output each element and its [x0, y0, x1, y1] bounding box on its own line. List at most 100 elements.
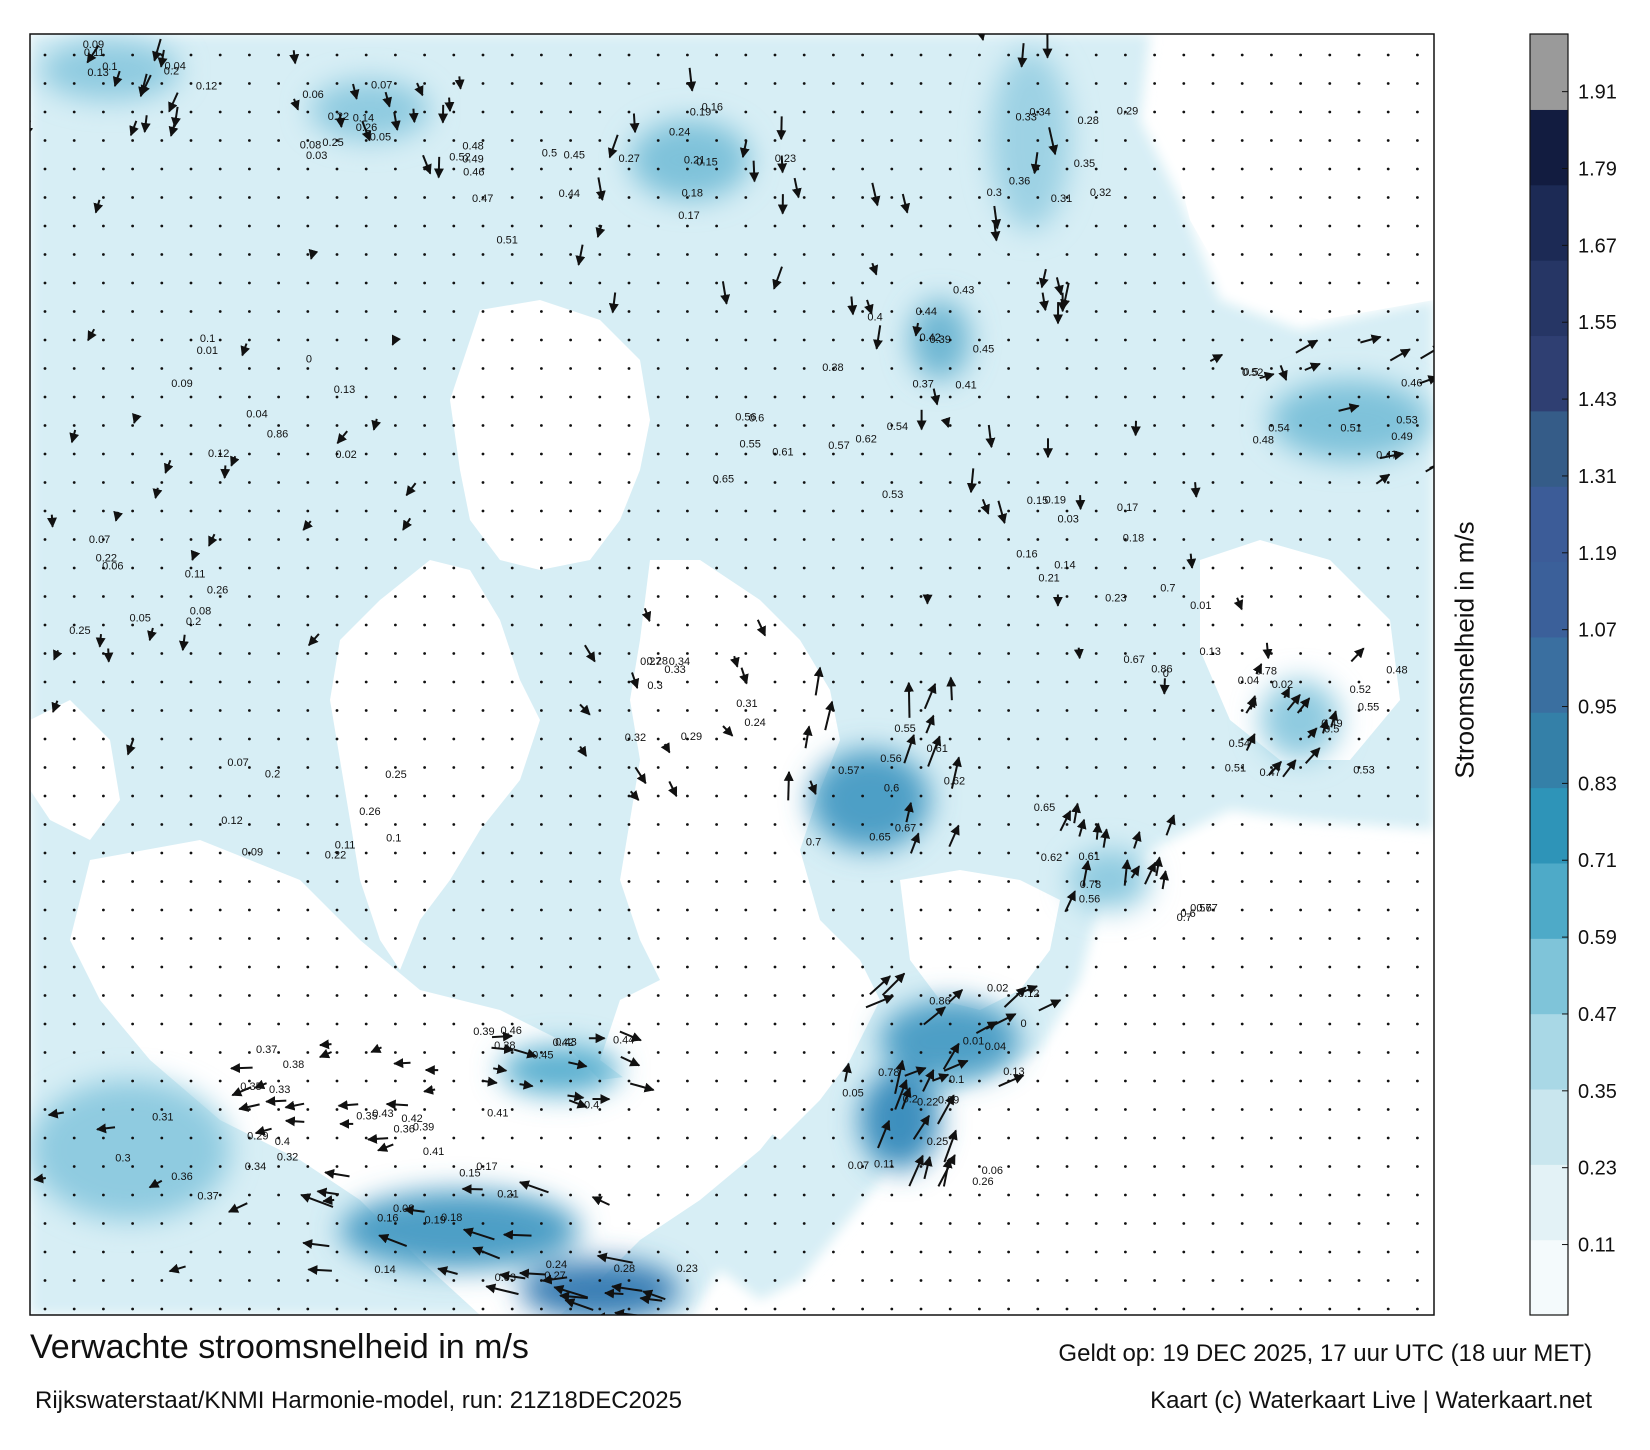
grid-dot [832, 196, 835, 199]
grid-dot [598, 1193, 602, 1197]
grid-dot [335, 110, 339, 114]
grid-dot [656, 566, 660, 570]
current-vector [922, 1156, 933, 1180]
grid-dot [1153, 139, 1156, 142]
grid-dot [364, 395, 368, 399]
grid-dot [540, 53, 543, 57]
current-vector [377, 1142, 394, 1152]
grid-dot [72, 82, 76, 85]
grid-dot [1240, 338, 1244, 342]
grid-dot [861, 1022, 864, 1026]
grid-dot [1211, 652, 1215, 655]
grid-dot [1416, 110, 1419, 114]
grid-dot [1357, 53, 1361, 57]
grid-dot [189, 395, 193, 399]
grid-dot [656, 908, 660, 912]
grid-dot [1328, 395, 1332, 399]
grid-dot [248, 1250, 251, 1254]
grid-dot [627, 424, 631, 427]
grid-dot [627, 709, 631, 712]
speed-label: 0.48 [462, 141, 483, 153]
grid-dot [43, 1250, 47, 1254]
grid-dot [832, 82, 835, 85]
grid-dot [627, 395, 631, 399]
speed-label: 0.4 [275, 1136, 290, 1148]
grid-dot [861, 680, 864, 684]
grid-dot [131, 994, 135, 997]
grid-dot [1153, 1051, 1156, 1054]
grid-dot [1124, 1051, 1127, 1054]
grid-dot [569, 709, 572, 712]
grid-dot [569, 224, 572, 228]
grid-dot [1299, 509, 1302, 513]
grid-dot [656, 766, 660, 769]
grid-dot [364, 1022, 368, 1026]
grid-dot [1007, 680, 1010, 684]
grid-dot [569, 1108, 572, 1111]
speed-label: 0.67 [1124, 654, 1145, 666]
current-vector [152, 38, 162, 62]
grid-dot [364, 424, 368, 427]
grid-dot [1153, 965, 1156, 969]
grid-dot [978, 566, 981, 570]
grid-dot [686, 851, 689, 855]
current-vector [284, 1100, 305, 1111]
grid-dot [861, 623, 864, 627]
grid-dot [1270, 652, 1273, 655]
grid-dot [1211, 1136, 1215, 1140]
grid-dot [248, 566, 251, 570]
grid-dot [861, 1193, 864, 1197]
grid-dot [569, 766, 572, 769]
grid-dot [510, 1136, 514, 1140]
grid-dot [773, 1279, 777, 1282]
speed-label: 0.38 [822, 362, 843, 374]
grid-dot [452, 509, 456, 513]
grid-dot [802, 1051, 806, 1054]
grid-dot [1182, 908, 1186, 912]
grid-dot [656, 452, 660, 456]
grid-dot [1240, 196, 1244, 199]
grid-dot [1153, 509, 1156, 513]
grid-dot [773, 965, 777, 969]
grid-dot [773, 794, 777, 798]
grid-dot [481, 965, 485, 969]
grid-dot [861, 766, 864, 769]
grid-dot [189, 424, 193, 427]
grid-dot [948, 481, 952, 484]
grid-dot [1240, 1307, 1244, 1311]
grid-dot [72, 538, 76, 541]
grid-dot [335, 1051, 339, 1054]
grid-dot [394, 737, 397, 741]
grid-dot [1299, 1022, 1302, 1026]
grid-dot [1065, 196, 1069, 199]
grid-dot [277, 338, 280, 342]
grid-dot [1328, 452, 1332, 456]
grid-dot [627, 310, 631, 313]
speed-label: 0.31 [1051, 193, 1072, 205]
grid-dot [452, 766, 456, 769]
grid-dot [540, 538, 543, 541]
grid-dot [1124, 82, 1127, 85]
grid-dot [1386, 766, 1390, 769]
grid-dot [1182, 281, 1186, 285]
grid-dot [598, 823, 602, 826]
current-vector [642, 1289, 666, 1301]
grid-dot [277, 452, 280, 456]
grid-dot [627, 880, 631, 883]
speed-label: 0 [306, 353, 312, 365]
current-vector [227, 1202, 248, 1213]
current-vector [739, 140, 750, 159]
grid-dot [335, 823, 339, 826]
speed-label: 0.12 [208, 448, 229, 460]
current-vector [1437, 444, 1449, 452]
grid-dot [715, 737, 718, 741]
grid-dot [1211, 709, 1215, 712]
grid-dot [890, 424, 894, 427]
grid-dot [1153, 1250, 1156, 1254]
grid-dot [423, 908, 426, 912]
grid-dot [335, 994, 339, 997]
grid-dot [832, 452, 835, 456]
grid-dot [1416, 424, 1419, 427]
grid-dot [102, 937, 105, 940]
grid-dot [1386, 139, 1390, 142]
